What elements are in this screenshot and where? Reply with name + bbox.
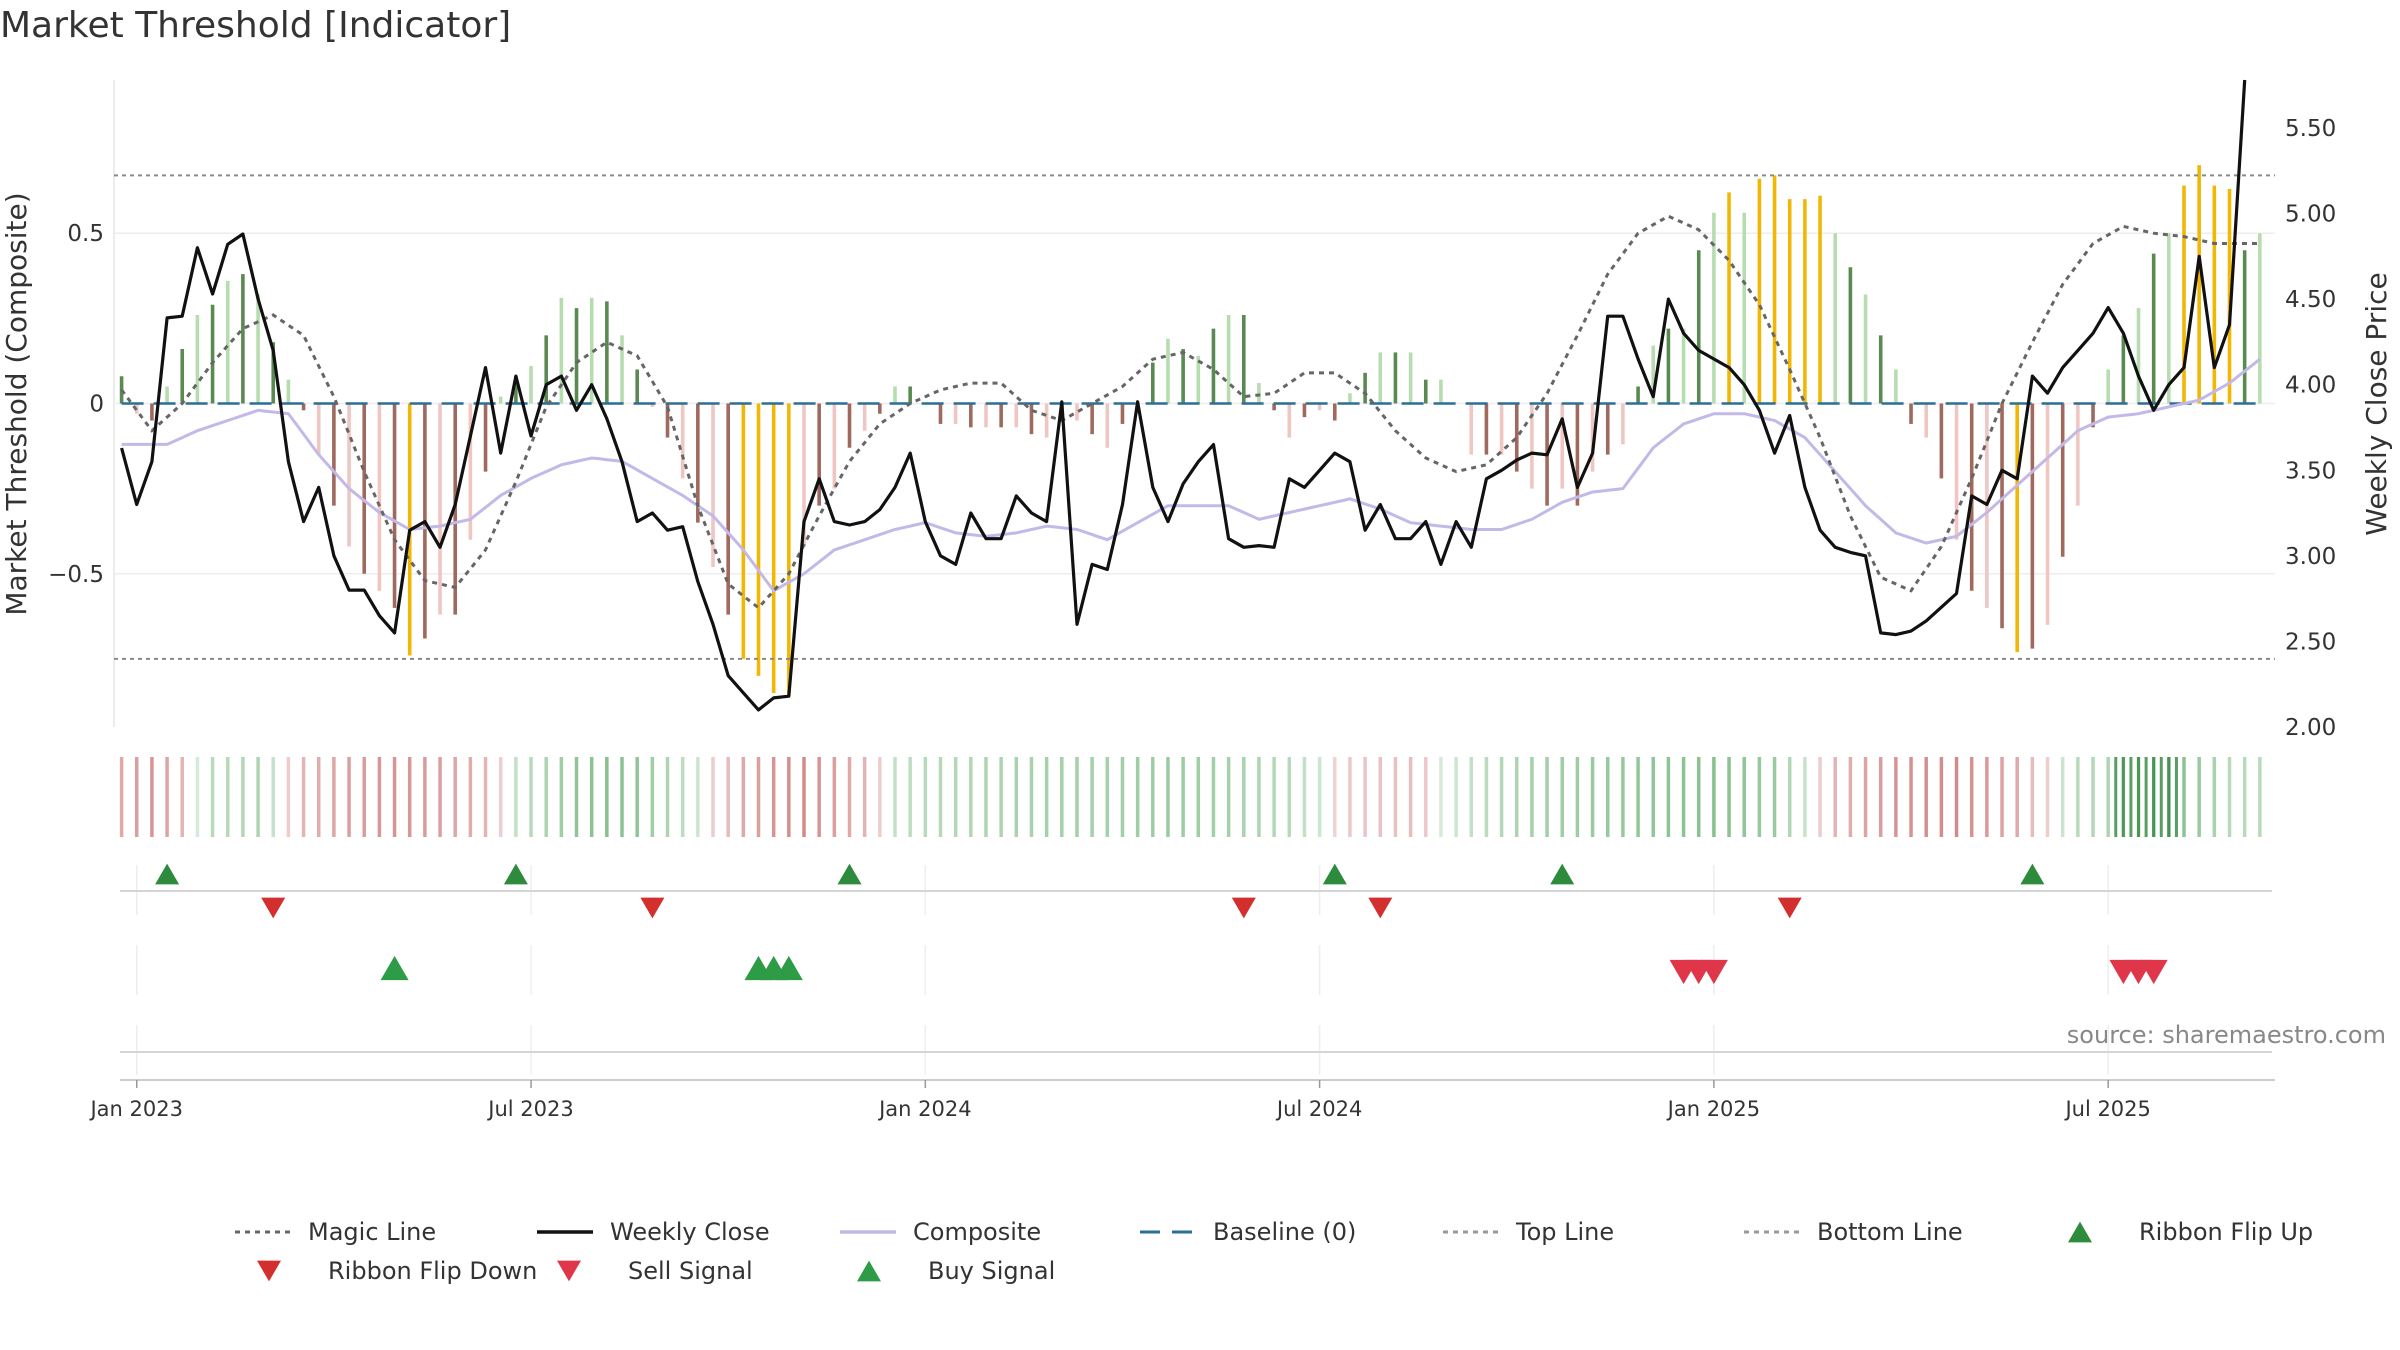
ribbon-flip-up-marker xyxy=(1550,863,1575,885)
x-tick-label: Jul 2025 xyxy=(2063,1097,2150,1121)
ribbon-flip-up-marker xyxy=(1322,863,1347,885)
legend: Magic Line Weekly Close Composite Baseline … xyxy=(235,1218,2313,1285)
legend-label: Weekly Close xyxy=(610,1218,770,1246)
legend-item: Weekly Close xyxy=(537,1218,770,1246)
legend-label: Baseline (0) xyxy=(1213,1218,1356,1246)
ribbon-flip-down-marker xyxy=(1368,897,1393,919)
histogram-bars xyxy=(119,165,2262,697)
right-tick-label: 5.00 xyxy=(2285,202,2336,228)
legend-label: Ribbon Flip Up xyxy=(2139,1218,2313,1246)
ribbon-flip-up-marker xyxy=(503,863,528,885)
legend-item: Top Line xyxy=(1443,1218,1614,1246)
left-axis-label: Market Threshold (Composite) xyxy=(0,192,33,615)
ribbon-flip-up-marker xyxy=(837,863,862,885)
reference-lines xyxy=(114,174,2275,660)
series-lines xyxy=(120,79,2261,712)
right-tick-label: 5.50 xyxy=(2285,116,2336,142)
x-tick-label: Jan 2023 xyxy=(88,1097,183,1121)
right-tick-label: 4.50 xyxy=(2285,287,2336,313)
left-axis-ticks: 0.5 0 −0.5 xyxy=(48,221,104,588)
buy-signal-marker xyxy=(380,955,409,981)
triangle-down-icon xyxy=(557,1260,581,1282)
triangle-up-icon xyxy=(2068,1221,2092,1243)
triangle-up-icon xyxy=(857,1260,881,1282)
right-tick-label: 4.00 xyxy=(2285,373,2336,399)
x-tick-label: Jan 2025 xyxy=(1666,1097,1761,1121)
sell-signal-marker xyxy=(1699,959,1728,985)
legend-item: Sell Signal xyxy=(557,1257,753,1285)
legend-item: Buy Signal xyxy=(857,1257,1055,1285)
right-tick-label: 3.00 xyxy=(2285,544,2336,570)
x-tick-label: Jul 2024 xyxy=(1275,1097,1362,1121)
ribbon-flip-up-marker xyxy=(2020,863,2045,885)
triangle-down-icon xyxy=(257,1260,281,1282)
right-axis-label: Weekly Close Price xyxy=(2360,272,2393,535)
right-tick-label: 2.00 xyxy=(2285,715,2336,741)
right-tick-label: 3.50 xyxy=(2285,458,2336,484)
x-axis-ticks: Jan 2023 Jul 2023 Jan 2024 Jul 2024 Jan 2025… xyxy=(88,1080,2151,1121)
legend-label: Ribbon Flip Down xyxy=(328,1257,537,1285)
ribbon-flip-down-marker xyxy=(1231,897,1256,919)
left-tick-label: 0 xyxy=(89,392,104,418)
legend-label: Composite xyxy=(913,1218,1041,1246)
composite-line xyxy=(121,358,2261,593)
legend-item: Composite xyxy=(840,1218,1041,1246)
left-tick-label: −0.5 xyxy=(48,562,104,588)
signal-panels: source: sharemaestro.com xyxy=(120,863,2386,1081)
legend-label: Sell Signal xyxy=(628,1257,753,1285)
legend-item: Ribbon Flip Up xyxy=(2068,1218,2313,1246)
legend-label: Bottom Line xyxy=(1817,1218,1963,1246)
legend-label: Magic Line xyxy=(308,1218,436,1246)
magic-line xyxy=(120,214,2260,610)
ribbon-flip-down-marker xyxy=(1777,897,1802,919)
signal-markers xyxy=(155,863,2168,985)
x-tick-label: Jan 2024 xyxy=(877,1097,972,1121)
source-credit: source: sharemaestro.com xyxy=(2067,1021,2386,1049)
sell-signal-marker xyxy=(2139,959,2168,985)
x-tick-label: Jul 2023 xyxy=(486,1097,573,1121)
ribbon-flip-down-marker xyxy=(640,897,665,919)
legend-item: Bottom Line xyxy=(1744,1218,1963,1246)
weekly-close-line xyxy=(120,79,2247,712)
legend-item: Ribbon Flip Down xyxy=(257,1257,537,1285)
chart-title: Market Threshold [Indicator] xyxy=(0,5,511,46)
legend-label: Buy Signal xyxy=(928,1257,1055,1285)
signal-gridlines xyxy=(135,865,2109,1075)
ribbon-flip-down-marker xyxy=(261,897,286,919)
ribbon-strip xyxy=(119,757,2262,837)
right-axis-ticks: 5.50 5.00 4.50 4.00 3.50 3.00 2.50 2.00 xyxy=(2285,116,2336,741)
left-tick-label: 0.5 xyxy=(67,221,104,247)
legend-label: Top Line xyxy=(1515,1218,1614,1246)
main-panel: 0.5 0 −0.5 5.50 5.00 4.50 4.00 3.50 3.00 2.50 2.0… xyxy=(0,79,2393,741)
right-tick-label: 2.50 xyxy=(2285,629,2336,655)
ribbon-flip-up-marker xyxy=(155,863,180,885)
buy-signal-marker xyxy=(774,955,803,981)
legend-item: Magic Line xyxy=(235,1218,436,1246)
legend-item: Baseline (0) xyxy=(1140,1218,1356,1246)
